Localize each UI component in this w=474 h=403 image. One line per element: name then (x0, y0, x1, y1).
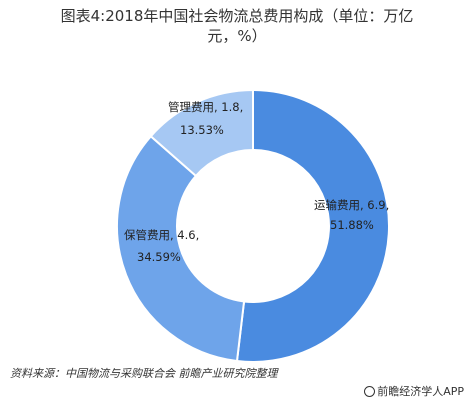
slice-storage (116, 134, 246, 363)
label-transport-line1: 运输费用, 6.9, (314, 198, 389, 212)
label-management-line1: 管理费用, 1.8, (168, 100, 243, 114)
brand-text: 前瞻经济学人APP (377, 385, 464, 398)
label-transport-line2: 51.88% (330, 218, 374, 232)
chart-title-line1: 图表4:2018年中国社会物流总费用构成（单位：万亿 (60, 7, 414, 25)
source-note: 资料来源：中国物流与采购联合会 前瞻产业研究院整理 (10, 367, 278, 380)
chart-title-line2: 元，%） (207, 27, 267, 45)
brand-logo-icon (364, 385, 376, 397)
donut-slices (116, 88, 390, 363)
chart-title: 图表4:2018年中国社会物流总费用构成（单位：万亿 元，%） (0, 6, 474, 46)
label-storage-line2: 34.59% (137, 250, 181, 264)
brand-footer: 前瞻经济学人APP (364, 383, 464, 399)
slice-transport (235, 88, 390, 363)
label-storage-line1: 保管费用, 4.6, (124, 228, 199, 242)
label-management-line2: 13.53% (180, 123, 224, 137)
slice-management (149, 88, 254, 178)
